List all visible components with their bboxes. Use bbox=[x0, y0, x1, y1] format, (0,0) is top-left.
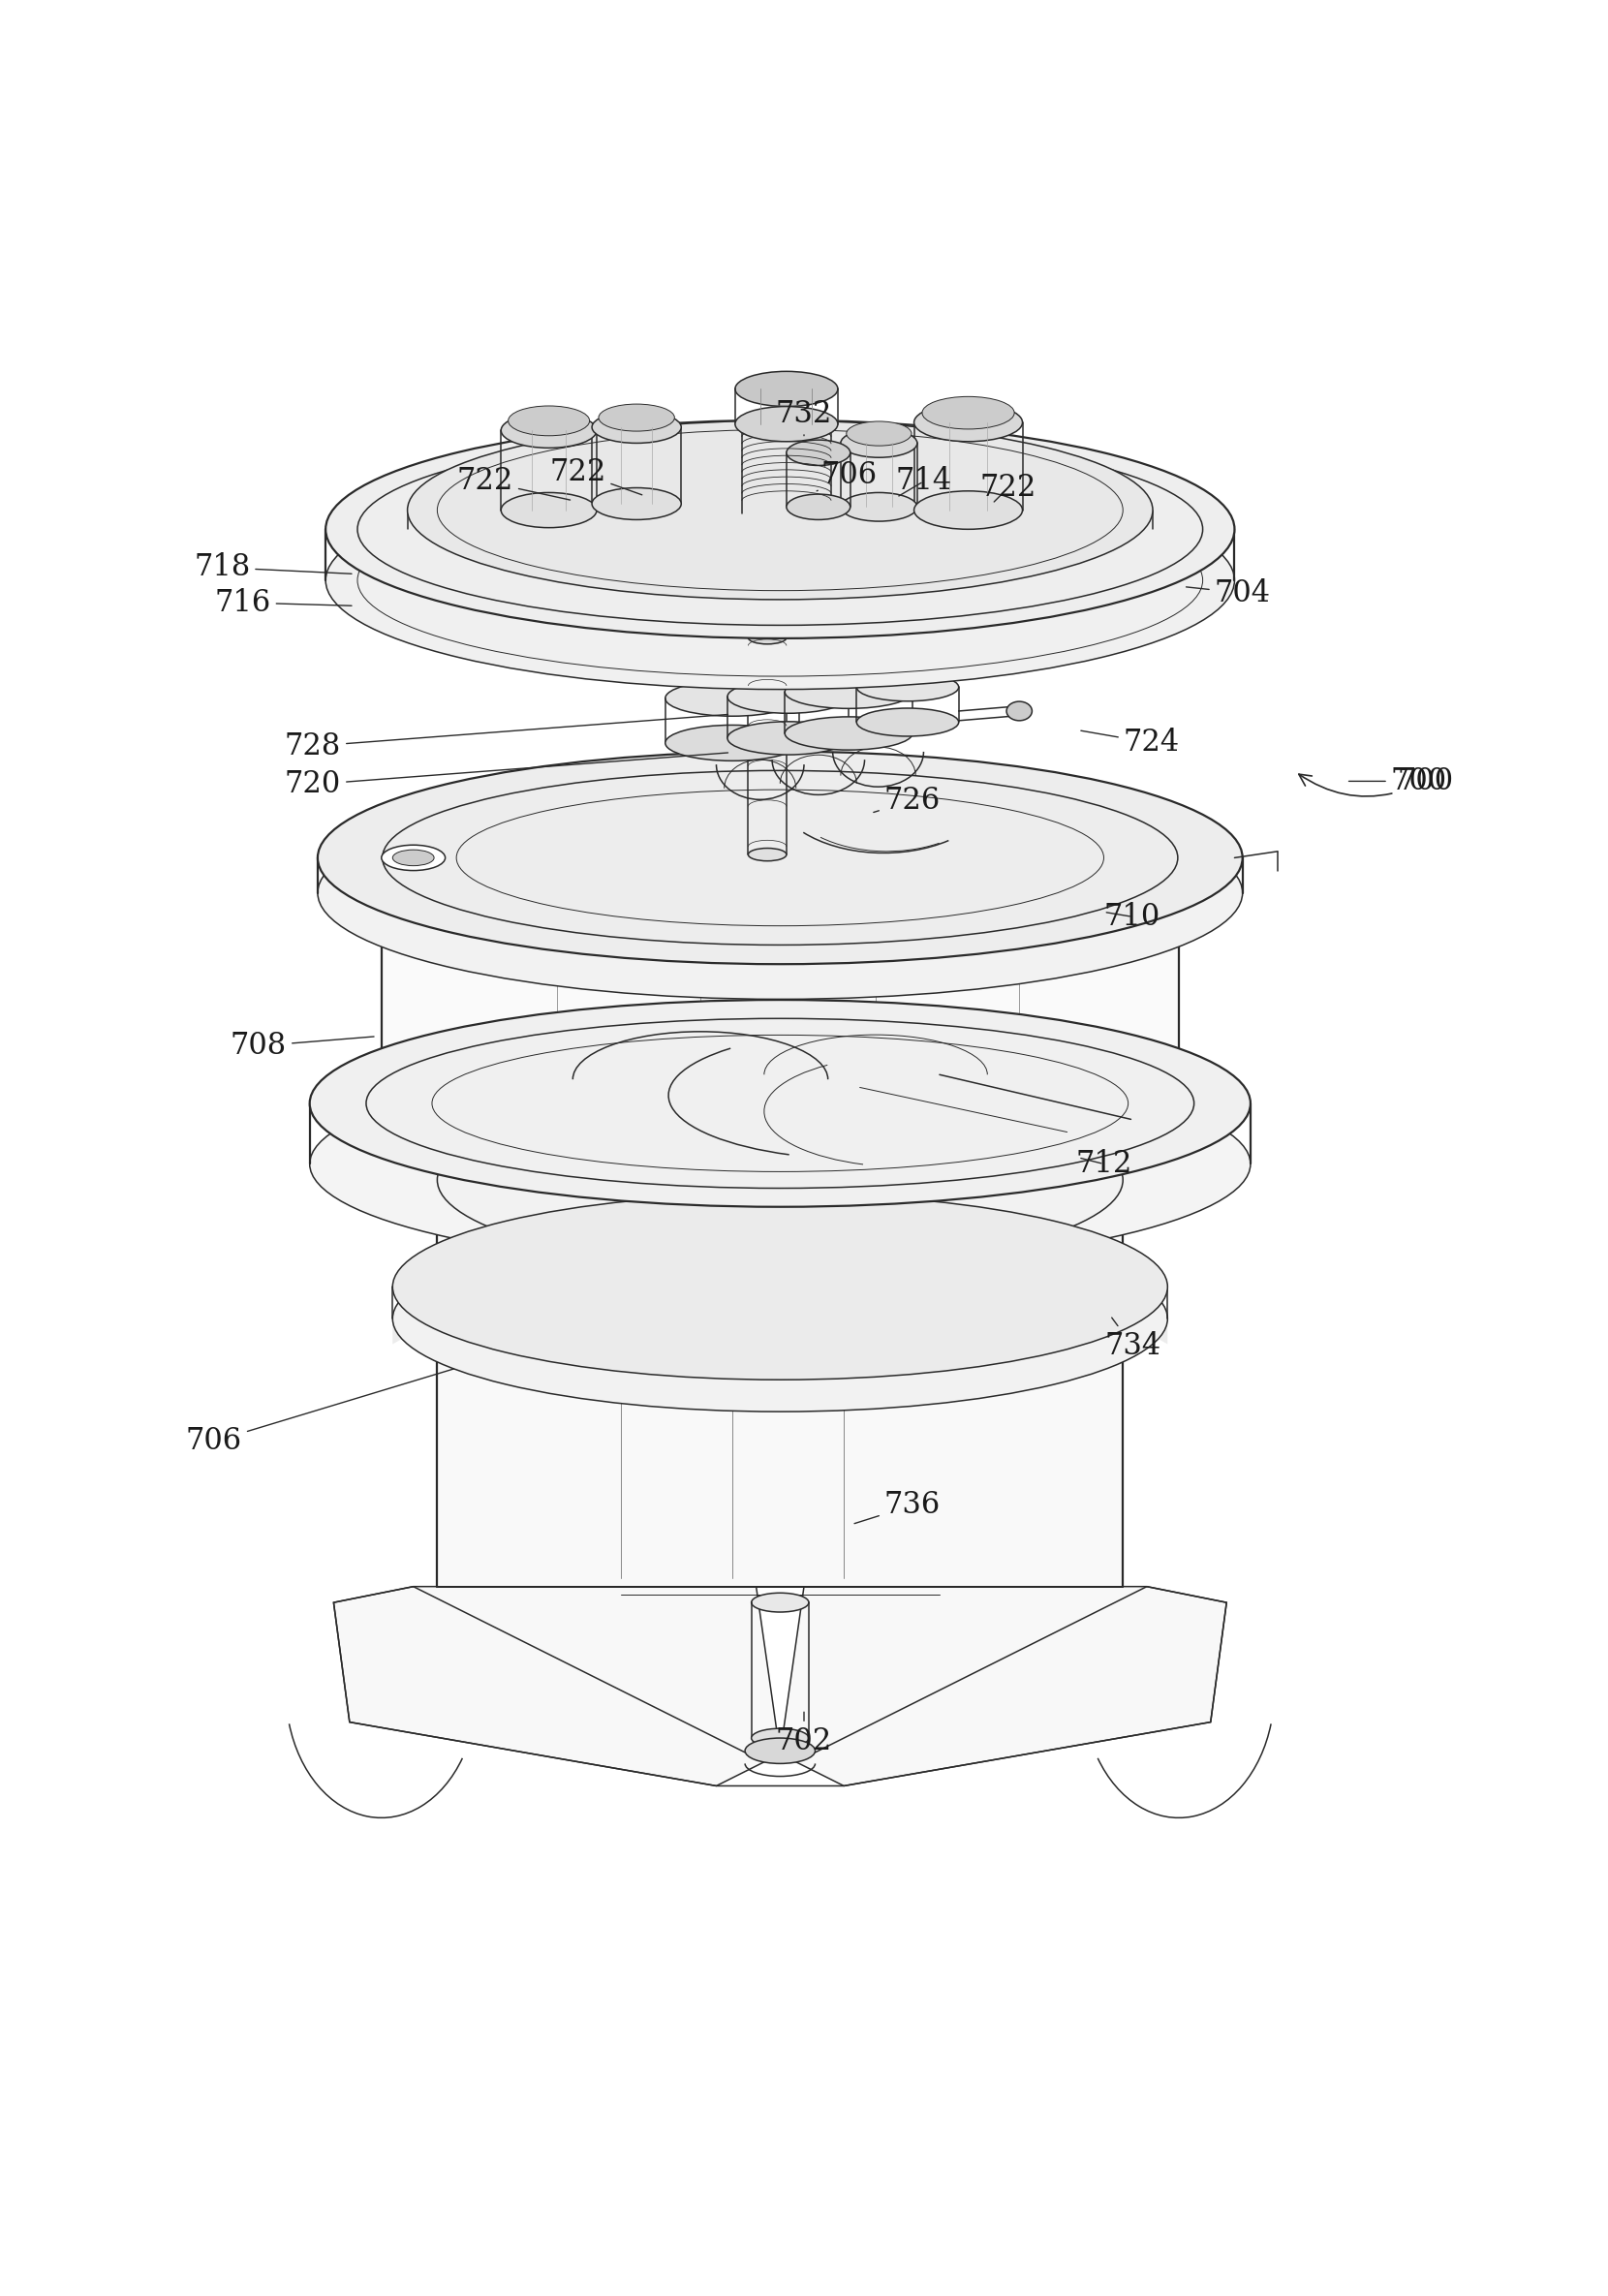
Ellipse shape bbox=[785, 716, 912, 751]
Ellipse shape bbox=[310, 1061, 1251, 1267]
Text: 706: 706 bbox=[187, 1368, 453, 1456]
Ellipse shape bbox=[666, 680, 799, 716]
Text: 702: 702 bbox=[775, 1713, 833, 1756]
Text: 724: 724 bbox=[1081, 728, 1180, 758]
Ellipse shape bbox=[1007, 703, 1032, 721]
Polygon shape bbox=[381, 909, 1179, 1104]
Polygon shape bbox=[1122, 1286, 1167, 1343]
Ellipse shape bbox=[598, 404, 674, 432]
Ellipse shape bbox=[392, 1194, 1167, 1380]
Text: 718: 718 bbox=[195, 553, 352, 583]
Text: 706: 706 bbox=[817, 459, 876, 491]
Ellipse shape bbox=[318, 751, 1243, 964]
Ellipse shape bbox=[666, 726, 799, 760]
Text: 704: 704 bbox=[1187, 579, 1270, 608]
Ellipse shape bbox=[735, 406, 838, 441]
Text: 722: 722 bbox=[457, 466, 571, 501]
Text: 708: 708 bbox=[230, 1031, 375, 1061]
Ellipse shape bbox=[748, 847, 786, 861]
Ellipse shape bbox=[857, 707, 958, 737]
Polygon shape bbox=[780, 1587, 1227, 1786]
Text: 734: 734 bbox=[1105, 1318, 1161, 1362]
Ellipse shape bbox=[846, 422, 912, 445]
Ellipse shape bbox=[592, 487, 682, 519]
Ellipse shape bbox=[786, 494, 851, 519]
Ellipse shape bbox=[381, 1015, 1179, 1192]
Ellipse shape bbox=[727, 680, 849, 714]
Ellipse shape bbox=[437, 1091, 1122, 1270]
Ellipse shape bbox=[326, 420, 1235, 638]
Polygon shape bbox=[333, 1587, 780, 1786]
Ellipse shape bbox=[318, 788, 1243, 999]
Ellipse shape bbox=[841, 429, 917, 457]
Ellipse shape bbox=[392, 850, 434, 866]
Ellipse shape bbox=[727, 721, 849, 755]
Text: 722: 722 bbox=[979, 473, 1037, 503]
Ellipse shape bbox=[310, 999, 1251, 1208]
Ellipse shape bbox=[502, 494, 597, 528]
Text: 710: 710 bbox=[1105, 902, 1161, 932]
Text: 728: 728 bbox=[285, 714, 728, 762]
Ellipse shape bbox=[786, 441, 851, 466]
Text: 700: 700 bbox=[1299, 767, 1454, 797]
Ellipse shape bbox=[785, 675, 912, 709]
Ellipse shape bbox=[841, 494, 917, 521]
Ellipse shape bbox=[735, 372, 838, 406]
Ellipse shape bbox=[751, 1729, 809, 1747]
Ellipse shape bbox=[913, 404, 1023, 441]
Text: 714: 714 bbox=[896, 466, 952, 496]
Ellipse shape bbox=[508, 406, 590, 436]
Ellipse shape bbox=[748, 631, 786, 645]
Text: 736: 736 bbox=[854, 1490, 941, 1525]
Ellipse shape bbox=[326, 471, 1235, 689]
Ellipse shape bbox=[502, 413, 597, 448]
Ellipse shape bbox=[741, 409, 831, 441]
Ellipse shape bbox=[751, 1593, 809, 1612]
Text: 712: 712 bbox=[1076, 1148, 1132, 1178]
Text: 700: 700 bbox=[1349, 767, 1447, 797]
Ellipse shape bbox=[407, 441, 1153, 618]
Ellipse shape bbox=[392, 1226, 1167, 1412]
Text: 716: 716 bbox=[214, 588, 352, 618]
Ellipse shape bbox=[921, 397, 1015, 429]
Polygon shape bbox=[437, 1180, 1122, 1587]
Ellipse shape bbox=[857, 673, 958, 700]
Ellipse shape bbox=[407, 420, 1153, 599]
Text: 732: 732 bbox=[775, 400, 833, 436]
Polygon shape bbox=[392, 1286, 437, 1343]
Ellipse shape bbox=[745, 1738, 815, 1763]
Ellipse shape bbox=[381, 845, 445, 870]
Text: 726: 726 bbox=[873, 785, 941, 815]
Text: 722: 722 bbox=[550, 457, 642, 496]
Ellipse shape bbox=[913, 491, 1023, 530]
Ellipse shape bbox=[592, 411, 682, 443]
Text: 720: 720 bbox=[285, 753, 728, 799]
